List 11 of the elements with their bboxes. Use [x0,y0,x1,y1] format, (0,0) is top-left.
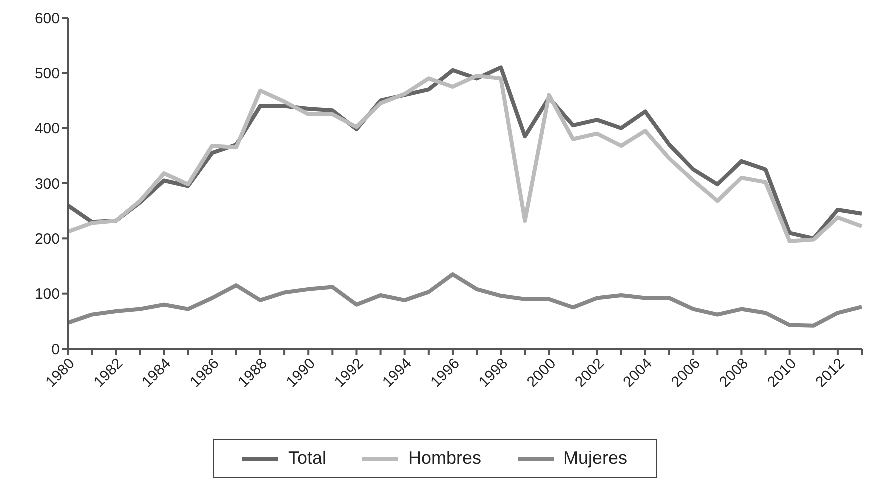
y-tick-label: 200 [34,230,60,248]
legend-label: Total [287,448,326,469]
y-tick-label: 100 [34,286,60,304]
y-tick-label: 0 [52,341,60,358]
y-tick-label: 300 [34,176,60,193]
line-series [66,272,864,328]
y-tick-label: 600 [34,10,60,28]
legend-label: Hombres [407,448,482,469]
y-tick-label: 500 [34,65,60,82]
y-tick-label: 400 [34,120,60,138]
legend-label: Mujeres [562,448,628,469]
